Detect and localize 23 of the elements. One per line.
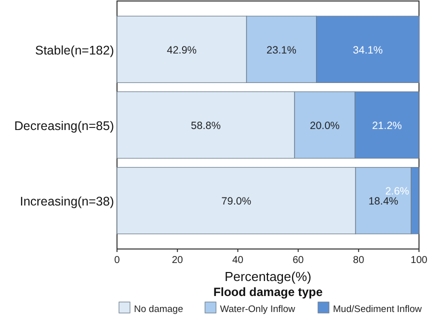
x-tick-label: 40 [232, 255, 244, 266]
legend-title: Flood damage type [213, 285, 323, 299]
y-tick-label: Stable(n=182) [35, 43, 114, 58]
y-tick-label: Decreasing(n=85) [14, 119, 114, 133]
data-label: 2.6% [385, 186, 410, 198]
data-label: 58.8% [190, 120, 221, 132]
x-tick-label: 20 [172, 255, 184, 266]
data-label: 79.0% [221, 196, 252, 208]
x-tick-label: 80 [353, 255, 365, 266]
legend-label: Water-Only Inflow [220, 304, 296, 315]
x-axis-title: Percentage(%) [224, 269, 312, 284]
legend-label: No damage [134, 304, 184, 315]
data-label: 18.4% [368, 196, 398, 208]
y-tick-label: Increasing(n=38) [20, 194, 114, 209]
data-label: 21.2% [372, 120, 402, 132]
x-tick-label: 0 [114, 255, 120, 266]
legend-label: Mud/Sediment Inflow [333, 304, 422, 315]
data-label: 20.0% [310, 120, 340, 132]
x-tick-label: 60 [292, 255, 304, 266]
data-label: 23.1% [266, 44, 296, 56]
x-tick-label: 100 [410, 255, 428, 266]
data-label: 34.1% [352, 44, 383, 56]
data-label: 42.9% [166, 44, 197, 56]
